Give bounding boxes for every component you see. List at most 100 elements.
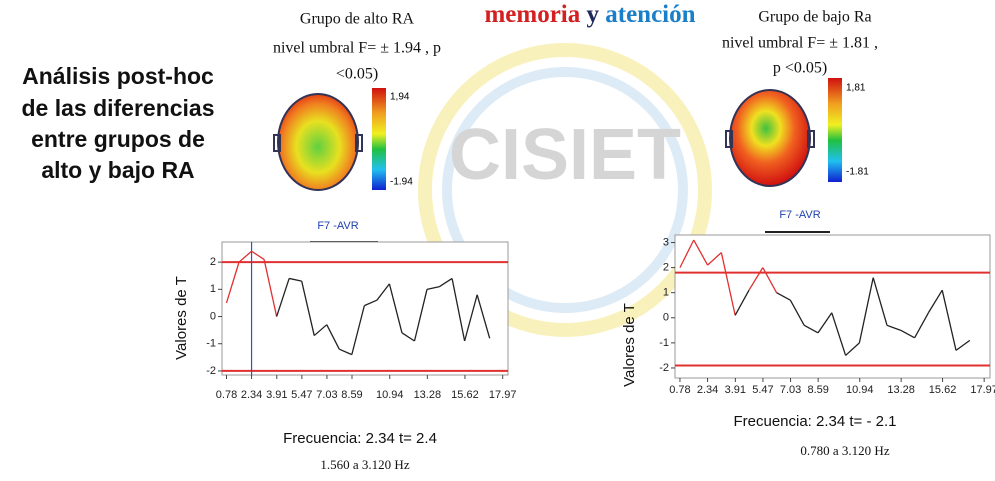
x-tick-label: 7.03 (780, 384, 801, 396)
line-segment (238, 250, 252, 263)
y-tick-label: -1 (659, 337, 669, 349)
line-segment (679, 239, 695, 268)
y-tick-label: 1 (210, 283, 216, 295)
line-segment (914, 312, 929, 339)
y-tick-label: 0 (210, 310, 216, 322)
heading-line: alto y bajo RA (41, 157, 194, 183)
line-segment (439, 277, 453, 288)
line-segment (263, 259, 278, 317)
line-segment (941, 290, 957, 351)
line-segment (748, 267, 764, 291)
line-segment (313, 324, 328, 337)
line-segment (401, 332, 415, 342)
x-tick-label: 13.28 (414, 389, 442, 401)
line-segment (693, 239, 709, 266)
topomap-left: 1,94 -1.94 (273, 88, 413, 191)
group-right: Grupo de bajo Ra nivel umbral F= ± 1.81 … (722, 9, 878, 77)
heading: Análisis post-hoc de las diferencias ent… (21, 63, 214, 183)
line-chart: -2 -1 0 1 2 0.78 2.34 3.91 5.47 7.03 8.59 10.94 13.2… (173, 241, 517, 401)
line-segment (831, 312, 847, 356)
line-segment (225, 261, 240, 304)
plot-area (674, 234, 991, 379)
line-segment (339, 348, 353, 356)
scale-label: 1,81 (846, 83, 866, 94)
line-chart: -2 -1 0 1 2 3 0.78 2.34 3.91 5.47 7.03 8.59 10.94 13.… (621, 234, 995, 396)
title: memoria y atención (484, 1, 695, 28)
x-tick-label: 10.94 (846, 384, 874, 396)
y-tick-label: 2 (663, 262, 669, 274)
line-segment (927, 289, 943, 314)
y-tick-label: -2 (206, 365, 216, 377)
line-segment (426, 285, 440, 290)
y-tick-label: 3 (663, 236, 669, 248)
line-segment (251, 250, 265, 260)
line-segment (476, 294, 491, 339)
title-part: atención (605, 1, 695, 28)
x-tick-label: 8.59 (807, 384, 828, 396)
line-segment (351, 305, 365, 355)
line-segment (451, 278, 466, 342)
group-line: Grupo de alto RA (300, 11, 415, 28)
group-line: nivel umbral F= ± 1.94 , p (273, 40, 441, 57)
watermark-logo: CISIET (418, 43, 712, 337)
line-segment (776, 292, 791, 301)
y-axis-label: Valores de T (621, 303, 638, 387)
title-part: memoria (484, 1, 580, 28)
line-segment (707, 252, 722, 266)
x-tick-label: 15.62 (451, 389, 479, 401)
line-segment (388, 283, 403, 334)
topomap-right: 1,81 -1.81 (725, 78, 869, 187)
x-tick-label: 5.47 (291, 389, 312, 401)
line-segment (326, 324, 340, 350)
group-line: p <0.05) (773, 60, 827, 77)
group-left: Grupo de alto RA nivel umbral F= ± 1.94 … (273, 11, 441, 83)
x-tick-label: 10.94 (376, 389, 404, 401)
line-segment (955, 339, 971, 351)
band: 1.560 a 3.120 Hz (320, 457, 409, 472)
y-tick-label: 0 (663, 312, 669, 324)
line-segment (301, 281, 315, 336)
title-part: y (587, 1, 600, 28)
plot-area (221, 241, 509, 376)
line-segment (762, 267, 778, 294)
scale-label: -1.81 (846, 167, 869, 178)
y-axis-label: Valores de T (173, 276, 190, 360)
watermark: CISIET (449, 115, 681, 195)
x-tick-label: 15.62 (929, 384, 957, 396)
y-tick-label: -2 (659, 362, 669, 374)
x-tick-label: 0.78 (669, 384, 690, 396)
line-segment (364, 299, 378, 307)
readout: Frecuencia: 2.34 t= - 2.1 (733, 413, 896, 430)
line-segment (872, 277, 888, 326)
line-segment (734, 289, 750, 316)
line-segment (900, 329, 915, 339)
band: 0.780 a 3.120 Hz (800, 443, 889, 458)
x-tick-label: 17.97 (489, 389, 517, 401)
x-tick-label: 2.34 (241, 389, 262, 401)
line-segment (276, 278, 290, 317)
x-tick-label: 2.34 (697, 384, 718, 396)
x-tick-label: 5.47 (752, 384, 773, 396)
group-line: Grupo de bajo Ra (758, 9, 871, 26)
line-segment (463, 294, 478, 342)
line-segment (858, 277, 874, 344)
scale-label: -1.94 (390, 177, 413, 188)
x-tick-label: 17.97 (970, 384, 995, 396)
y-tick-label: 2 (210, 256, 216, 268)
readout: Frecuencia: 2.34 t= 2.4 (283, 430, 437, 447)
channel-label: F7 -AVR (317, 220, 358, 232)
line-segment (789, 299, 805, 326)
line-segment (817, 312, 833, 334)
line-segment (803, 324, 819, 334)
x-tick-label: 13.28 (887, 384, 915, 396)
group-line: <0.05) (336, 66, 378, 83)
channel-label: F7 -AVR (779, 209, 820, 221)
heading-line: Análisis post-hoc (22, 63, 214, 89)
line-segment (289, 277, 302, 282)
line-segment (720, 252, 736, 316)
x-tick-label: 8.59 (341, 389, 362, 401)
line-segment (845, 342, 860, 356)
x-tick-label: 0.78 (216, 389, 237, 401)
y-tick-label: 1 (663, 287, 669, 299)
